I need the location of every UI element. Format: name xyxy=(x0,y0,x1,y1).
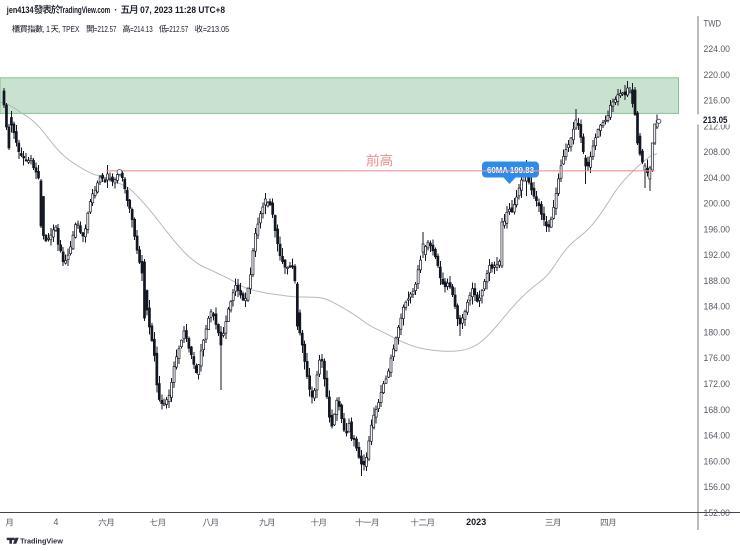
svg-text:, 1: , 1 xyxy=(42,25,50,34)
svg-text:172.00: 172.00 xyxy=(704,379,731,389)
svg-text:TWD: TWD xyxy=(704,19,722,29)
svg-text:220.00: 220.00 xyxy=(704,70,731,80)
svg-text:152.00: 152.00 xyxy=(704,508,731,518)
svg-text:=212.57: =212.57 xyxy=(166,25,189,34)
svg-text:224.00: 224.00 xyxy=(704,44,731,54)
svg-text:196.00: 196.00 xyxy=(704,224,731,234)
svg-text:213.05: 213.05 xyxy=(703,115,728,125)
svg-text:160.00: 160.00 xyxy=(704,456,731,466)
svg-text:204.00: 204.00 xyxy=(704,173,731,183)
svg-text:=213.05: =213.05 xyxy=(203,25,230,34)
svg-text:jen4134: jen4134 xyxy=(6,5,34,15)
svg-text:=214.13: =214.13 xyxy=(130,25,153,34)
svg-text:4: 4 xyxy=(54,517,59,527)
svg-text:=212.57: =212.57 xyxy=(94,25,117,34)
svg-text:208.00: 208.00 xyxy=(704,147,731,157)
svg-text:168.00: 168.00 xyxy=(704,405,731,415)
svg-text:180.00: 180.00 xyxy=(704,327,731,337)
svg-text:156.00: 156.00 xyxy=(704,482,731,492)
svg-text:188.00: 188.00 xyxy=(704,276,731,286)
svg-text:TradingView.com: TradingView.com xyxy=(59,5,110,15)
svg-text:212.00: 212.00 xyxy=(704,121,731,131)
svg-text:·: · xyxy=(114,5,117,15)
svg-text:216.00: 216.00 xyxy=(704,96,731,106)
svg-text:, TPEX: , TPEX xyxy=(59,25,81,34)
svg-text:TradingView: TradingView xyxy=(20,537,63,546)
svg-text:184.00: 184.00 xyxy=(704,302,731,312)
svg-text:176.00: 176.00 xyxy=(704,353,731,363)
svg-text:192.00: 192.00 xyxy=(704,250,731,260)
svg-text:2023: 2023 xyxy=(466,517,486,527)
svg-text:07, 2023 11:28 UTC+8: 07, 2023 11:28 UTC+8 xyxy=(140,5,225,15)
svg-text:200.00: 200.00 xyxy=(704,199,731,209)
svg-text:164.00: 164.00 xyxy=(704,431,731,441)
